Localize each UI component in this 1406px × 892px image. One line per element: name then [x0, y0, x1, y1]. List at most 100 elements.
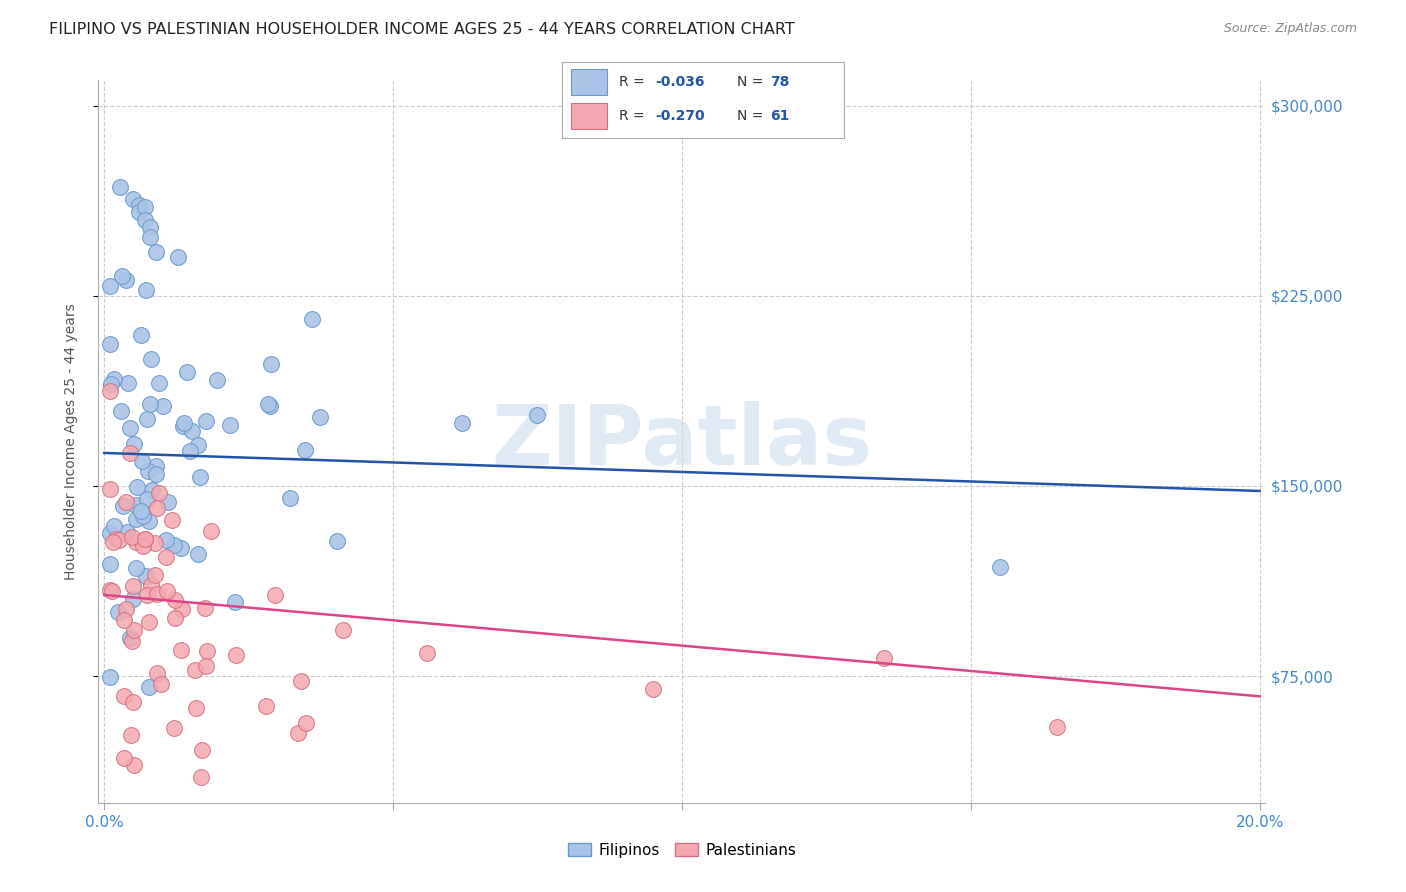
Point: [128, 205, 150, 219]
Point: [278, 491, 301, 506]
Point: [143, 567, 166, 582]
Point: [141, 483, 163, 498]
Point: [98, 337, 121, 351]
Point: [111, 268, 134, 283]
Point: [143, 536, 166, 550]
Point: [120, 728, 142, 742]
Point: [131, 454, 153, 468]
Point: [167, 251, 190, 265]
Point: [219, 417, 242, 432]
Point: [873, 651, 896, 665]
Point: [115, 524, 138, 539]
Point: [138, 680, 160, 694]
Point: [101, 534, 124, 549]
Point: [115, 495, 138, 509]
Point: [155, 550, 177, 565]
Point: [134, 533, 156, 547]
Point: [135, 491, 157, 506]
Point: [146, 665, 169, 680]
Text: N =: N =: [737, 109, 768, 122]
Point: [150, 676, 173, 690]
Text: R =: R =: [619, 109, 648, 122]
Point: [103, 372, 125, 386]
Point: [115, 601, 138, 615]
Point: [156, 495, 179, 509]
Point: [135, 569, 157, 583]
Point: [132, 539, 155, 553]
Point: [139, 351, 162, 366]
Point: [103, 519, 125, 533]
Point: [179, 444, 201, 458]
Point: [98, 384, 121, 398]
Text: N =: N =: [737, 75, 768, 89]
Point: [134, 212, 156, 227]
Point: [134, 200, 156, 214]
Point: [451, 416, 474, 430]
Point: [139, 230, 162, 244]
Point: [170, 643, 193, 657]
Point: [110, 404, 132, 418]
Point: [98, 557, 121, 571]
Point: [190, 771, 212, 785]
Point: [176, 365, 198, 379]
Point: [131, 504, 153, 518]
Point: [121, 530, 143, 544]
Point: [127, 480, 149, 494]
Point: [257, 397, 280, 411]
Point: [120, 631, 142, 645]
Point: [104, 532, 127, 546]
Point: [173, 416, 195, 430]
Point: [195, 659, 218, 673]
Text: -0.036: -0.036: [655, 75, 704, 89]
Point: [416, 646, 439, 660]
Point: [260, 358, 283, 372]
Point: [145, 467, 167, 481]
Point: [259, 400, 281, 414]
Point: [145, 245, 167, 260]
Point: [181, 424, 204, 438]
Point: [112, 613, 135, 627]
Text: ZIPatlas: ZIPatlas: [492, 401, 872, 482]
Point: [325, 534, 347, 549]
Point: [108, 533, 131, 547]
Point: [122, 193, 145, 207]
Point: [988, 560, 1011, 574]
Text: Source: ZipAtlas.com: Source: ZipAtlas.com: [1223, 22, 1357, 36]
Point: [108, 180, 131, 194]
Point: [128, 197, 150, 211]
Point: [122, 623, 145, 637]
Point: [101, 583, 124, 598]
Point: [135, 588, 157, 602]
Text: R =: R =: [619, 75, 648, 89]
Point: [187, 547, 209, 561]
Point: [124, 437, 146, 451]
Point: [122, 758, 145, 772]
Point: [190, 470, 212, 484]
Point: [98, 583, 121, 598]
Point: [194, 414, 217, 428]
Point: [224, 594, 246, 608]
Point: [136, 411, 159, 425]
FancyBboxPatch shape: [571, 70, 607, 95]
Point: [139, 220, 162, 235]
Point: [194, 601, 217, 615]
Point: [332, 623, 354, 637]
Point: [146, 587, 169, 601]
Point: [162, 721, 184, 735]
Point: [152, 399, 174, 413]
Point: [117, 376, 139, 390]
Y-axis label: Householder Income Ages 25 - 44 years: Householder Income Ages 25 - 44 years: [63, 303, 77, 580]
Point: [135, 283, 157, 297]
Point: [172, 419, 194, 434]
Point: [145, 501, 167, 516]
Point: [100, 376, 122, 391]
Point: [125, 535, 148, 549]
Point: [125, 561, 148, 575]
Point: [145, 458, 167, 473]
Point: [112, 750, 135, 764]
Point: [121, 634, 143, 648]
Point: [132, 508, 155, 523]
Point: [264, 588, 287, 602]
Point: [1046, 720, 1069, 734]
Point: [98, 279, 121, 293]
